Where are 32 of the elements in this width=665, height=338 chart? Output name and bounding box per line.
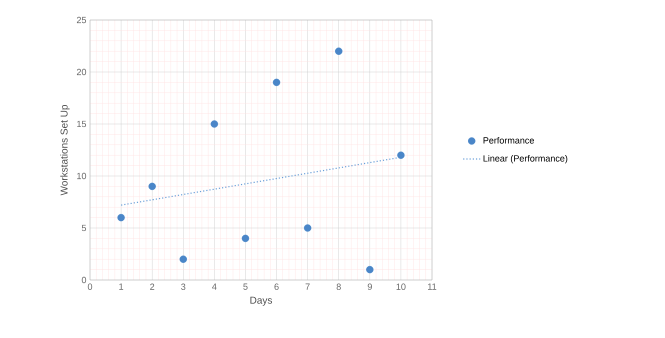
x-tick-label: 1 bbox=[119, 284, 124, 290]
x-tick-label: 0 bbox=[88, 284, 92, 290]
x-tick-label: 5 bbox=[243, 284, 248, 290]
x-tick-label: 6 bbox=[274, 284, 279, 290]
point bbox=[180, 256, 187, 263]
y-tick-label: 15 bbox=[77, 120, 86, 128]
x-tick-label: 10 bbox=[396, 284, 406, 290]
y-tick-label: 10 bbox=[77, 172, 86, 180]
x-tick-label: 3 bbox=[181, 284, 186, 290]
y-tick-label: 25 bbox=[76, 16, 86, 24]
point bbox=[242, 234, 250, 242]
x-tick-label: 11 bbox=[428, 284, 436, 290]
point bbox=[397, 152, 405, 159]
point bbox=[304, 224, 312, 232]
x-tick-label: 8 bbox=[336, 284, 341, 290]
x-tick-label: 9 bbox=[368, 284, 372, 290]
point bbox=[366, 266, 374, 274]
point bbox=[210, 120, 218, 128]
point bbox=[117, 214, 125, 222]
y-tick-label: 0 bbox=[82, 276, 86, 284]
point bbox=[148, 182, 156, 190]
point bbox=[335, 48, 342, 55]
legend-label: Performance bbox=[484, 136, 534, 144]
x-tick-label: 4 bbox=[212, 284, 217, 290]
y-axis-title: Workstations Set Up bbox=[60, 104, 70, 196]
x-axis-title: Days bbox=[250, 296, 272, 306]
y-tick-label: 20 bbox=[76, 68, 86, 76]
legend-label: Linear (Performance) bbox=[484, 154, 568, 164]
y-tick-label: 5 bbox=[82, 224, 86, 232]
x-tick-label: 7 bbox=[306, 284, 310, 290]
x-tick-label: 2 bbox=[150, 284, 154, 290]
point bbox=[272, 78, 280, 86]
